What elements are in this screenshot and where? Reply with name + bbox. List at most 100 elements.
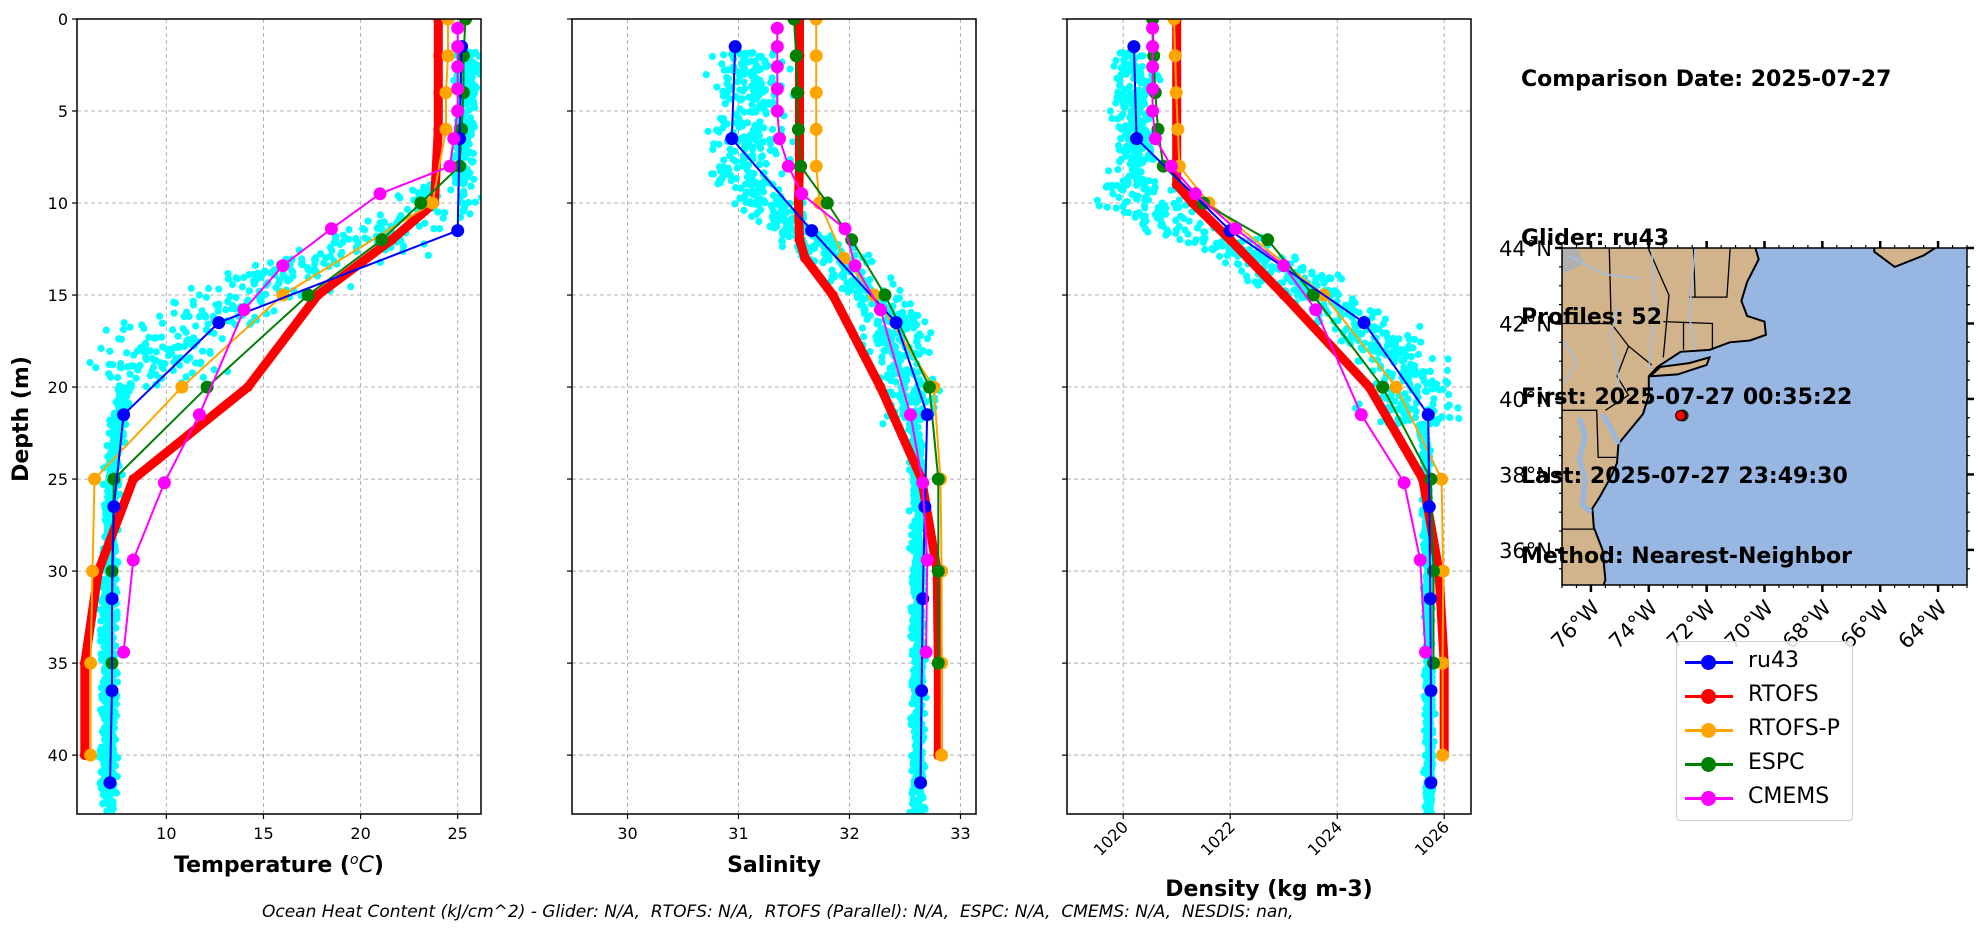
lat-tick-label: 40°N bbox=[1499, 388, 1552, 412]
scatter-point bbox=[228, 280, 237, 289]
data-point-rtofs-p bbox=[88, 472, 101, 486]
scatter-point bbox=[1118, 125, 1126, 133]
scatter-point bbox=[1176, 212, 1185, 220]
scatter-point bbox=[198, 307, 206, 315]
scatter-point bbox=[1233, 260, 1242, 268]
scatter-point bbox=[491, 190, 498, 197]
scatter-point bbox=[911, 572, 920, 580]
scatter-point bbox=[1093, 196, 1101, 204]
scatter-point bbox=[860, 303, 868, 311]
scatter-point bbox=[783, 208, 791, 216]
scatter-point bbox=[1442, 377, 1450, 385]
scatter-point bbox=[1144, 228, 1152, 236]
scatter-point bbox=[481, 192, 488, 199]
scatter-point bbox=[1414, 393, 1422, 402]
scatter-point bbox=[202, 293, 210, 301]
scatter-point bbox=[97, 344, 105, 352]
scatter-point bbox=[1114, 165, 1122, 174]
data-point-cmems bbox=[904, 408, 917, 422]
data-point-cmems bbox=[324, 222, 338, 236]
scatter-point bbox=[1103, 203, 1111, 211]
scatter-point bbox=[1143, 78, 1151, 86]
scatter-point bbox=[463, 71, 471, 79]
scatter-point bbox=[911, 618, 919, 626]
scatter-point bbox=[1104, 167, 1113, 175]
scatter-point bbox=[477, 193, 481, 201]
scatter-point bbox=[458, 199, 466, 207]
scatter-point bbox=[467, 114, 475, 122]
data-point-cmems bbox=[451, 82, 465, 96]
series-line-rtofs bbox=[793, 19, 943, 756]
data-point-ru43 bbox=[728, 40, 742, 54]
scatter-point bbox=[828, 266, 836, 274]
scatter-point bbox=[361, 234, 369, 242]
data-point-cmems bbox=[451, 104, 465, 118]
scatter-point bbox=[889, 280, 897, 288]
data-point-cmems bbox=[237, 303, 251, 317]
scatter-point bbox=[1200, 228, 1208, 236]
scatter-point bbox=[224, 298, 232, 306]
legend-marker bbox=[1701, 757, 1716, 772]
legend-item-espc: ESPC bbox=[1677, 748, 1852, 782]
data-point-espc bbox=[301, 288, 315, 302]
scatter-point bbox=[899, 308, 907, 316]
scatter-point bbox=[1121, 103, 1129, 111]
scatter-point bbox=[740, 206, 748, 214]
data-point-rtofs-p bbox=[1169, 86, 1183, 100]
scatter-point bbox=[317, 250, 325, 258]
scatter-point bbox=[1115, 193, 1123, 201]
x-tick-label: 25 bbox=[448, 824, 468, 843]
scatter-point bbox=[813, 239, 821, 247]
comparison-date: Comparison Date: 2025-07-27 bbox=[1521, 67, 1892, 92]
scatter-point bbox=[465, 106, 474, 114]
delaware-bay bbox=[1600, 412, 1621, 446]
scatter-point bbox=[345, 226, 353, 234]
scatter-point bbox=[228, 317, 236, 325]
scatter-point bbox=[424, 251, 432, 259]
scatter-point bbox=[1137, 72, 1145, 80]
data-point-espc bbox=[791, 122, 805, 136]
scatter-point bbox=[1427, 813, 1430, 814]
scatter-point bbox=[1298, 294, 1306, 302]
scatter-point bbox=[210, 329, 218, 337]
data-point-cmems bbox=[770, 104, 784, 118]
scatter-point bbox=[1429, 400, 1437, 408]
y-tick-label: 30 bbox=[48, 562, 68, 581]
scatter-point bbox=[863, 315, 871, 323]
x-tick-label: 30 bbox=[617, 824, 637, 843]
scatter-point bbox=[1114, 88, 1122, 96]
series-lines bbox=[79, 19, 472, 790]
data-point-ru43 bbox=[915, 684, 929, 698]
scatter-point bbox=[476, 70, 481, 78]
scatter-point bbox=[224, 270, 232, 278]
data-point-cmems bbox=[117, 645, 131, 659]
scatter-point bbox=[856, 292, 864, 300]
map-content bbox=[1562, 248, 1937, 585]
scatter-point bbox=[1151, 211, 1159, 219]
data-point-rtofs bbox=[1225, 234, 1236, 245]
scatter-point bbox=[751, 107, 759, 115]
scatter-point bbox=[895, 391, 903, 399]
scatter-point bbox=[910, 728, 919, 736]
data-point-espc bbox=[794, 159, 808, 173]
scatter-point bbox=[288, 266, 296, 274]
scatter-point bbox=[909, 795, 917, 803]
scatter-point bbox=[1112, 99, 1120, 107]
scatter-point bbox=[1196, 219, 1204, 228]
scatter-point bbox=[911, 394, 920, 402]
legend-marker bbox=[1701, 655, 1716, 670]
scatter-point bbox=[739, 60, 748, 68]
scatter-point bbox=[878, 353, 886, 361]
scatter-point bbox=[759, 178, 767, 186]
scatter-point bbox=[1370, 323, 1378, 331]
scatter-point bbox=[127, 362, 135, 370]
scatter-point bbox=[158, 333, 166, 341]
scatter-point bbox=[92, 364, 100, 372]
unit-c: C bbox=[359, 853, 375, 878]
scatter-point bbox=[498, 184, 505, 191]
scatter-point bbox=[720, 66, 728, 74]
data-point-cmems bbox=[1148, 132, 1162, 146]
data-point-ru43 bbox=[451, 224, 465, 238]
scatter-point bbox=[828, 242, 836, 250]
scatter-point bbox=[1172, 204, 1180, 212]
